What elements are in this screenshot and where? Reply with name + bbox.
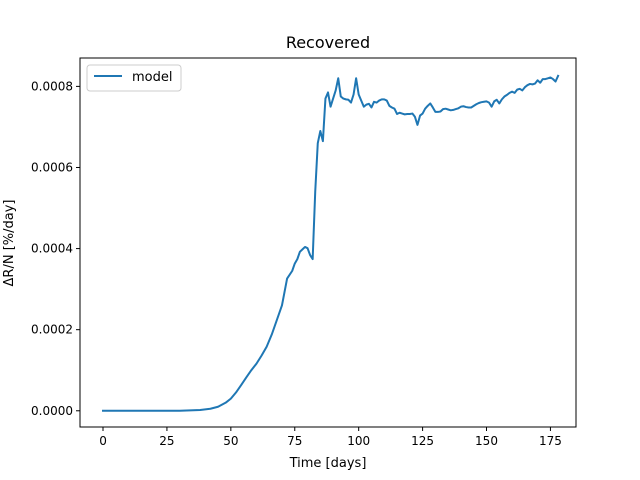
x-tick-label: 125 — [411, 434, 434, 448]
y-tick-label: 0.0006 — [31, 160, 73, 174]
y-tick-label: 0.0004 — [31, 242, 73, 256]
legend-label-model: model — [132, 70, 172, 85]
x-tick-label: 75 — [287, 434, 302, 448]
y-tick-label: 0.0008 — [31, 79, 73, 93]
plot-frame — [79, 57, 577, 428]
x-tick-label: 50 — [223, 434, 238, 448]
y-axis-label: ΔR/N [%/day] — [2, 200, 17, 287]
x-tick-label: 150 — [475, 434, 498, 448]
y-tick-label: 0.0002 — [31, 323, 73, 337]
x-tick-label: 100 — [347, 434, 370, 448]
x-tick-label: 175 — [539, 434, 562, 448]
chart-title: Recovered — [286, 33, 370, 52]
series-line-model — [102, 74, 560, 412]
legend-box — [86, 64, 182, 92]
x-tick-label: 25 — [159, 434, 174, 448]
legend: model — [86, 64, 182, 92]
x-axis-label: Time [days] — [289, 456, 367, 471]
y-tick-label: 0.0000 — [31, 404, 73, 418]
series-layer — [102, 74, 560, 412]
ticks-layer: 0 25 50 75 100 125 150 175 0.0000 0.0002 0.0004 0.0… — [31, 79, 562, 448]
x-tick-label: 0 — [99, 434, 107, 448]
